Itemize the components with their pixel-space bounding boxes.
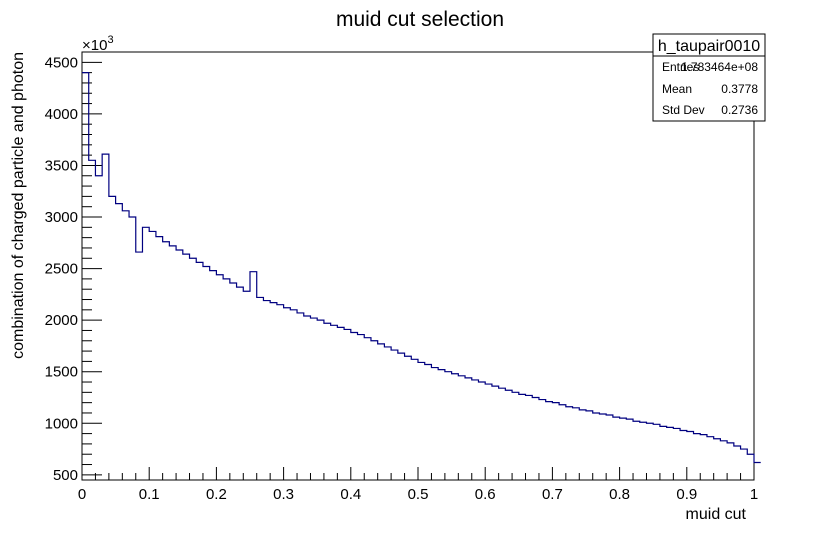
x-tick-label: 0.8 (609, 486, 630, 503)
y-tick-label: 4500 (45, 54, 78, 71)
x-tick-label: 0.5 (408, 486, 429, 503)
stats-row-label: Std Dev (662, 103, 705, 117)
x-tick-label: 0.3 (273, 486, 294, 503)
x-tick-label: 0 (78, 486, 86, 503)
y-tick-label: 2500 (45, 261, 78, 278)
y-tick-label: 3500 (45, 157, 78, 174)
stats-row-value: 0.2736 (721, 103, 758, 117)
y-exponent-power: 3 (107, 34, 113, 46)
x-tick-label: 1 (750, 486, 758, 503)
y-axis-label: combination of charged particle and phot… (10, 52, 27, 359)
stats-row-label: Mean (662, 82, 692, 96)
y-tick-label: 1500 (45, 364, 78, 381)
y-exponent-label: ×103 (82, 34, 114, 54)
stats-row-label: Entries (662, 60, 699, 74)
y-tick-label: 3000 (45, 209, 78, 226)
stats-box-frame (652, 33, 766, 122)
x-axis-label: muid cut (686, 506, 747, 523)
x-tick-label: 0.4 (340, 486, 361, 503)
y-tick-label: 2000 (45, 312, 78, 329)
stats-row-value: 1.783464e+08 (681, 60, 758, 74)
chart-title: muid cut selection (336, 8, 504, 31)
stats-box: h_taupair0010 Entries 1.783464e+08 Mean … (652, 33, 766, 122)
x-tick-label: 0.6 (475, 486, 496, 503)
y-tick-label: 4000 (45, 106, 78, 123)
y-tick-label: 500 (53, 467, 78, 484)
x-axis: 0 0.1 0.2 0.3 0.4 0.5 0.6 0.7 0.8 0.9 1 (78, 467, 758, 503)
x-tick-label: 0.1 (139, 486, 160, 503)
y-tick-label: 1000 (45, 415, 78, 432)
y-axis: 500 1000 1500 2000 2500 3000 3500 4000 4500 (45, 51, 102, 484)
x-tick-label: 0.2 (206, 486, 227, 503)
y-exponent-base: ×10 (82, 37, 107, 54)
histogram-series (82, 72, 761, 464)
stats-row-value: 0.3778 (721, 82, 758, 96)
stats-box-title: h_taupair0010 (658, 38, 760, 55)
x-tick-label: 0.7 (542, 486, 563, 503)
x-tick-label: 0.9 (676, 486, 697, 503)
